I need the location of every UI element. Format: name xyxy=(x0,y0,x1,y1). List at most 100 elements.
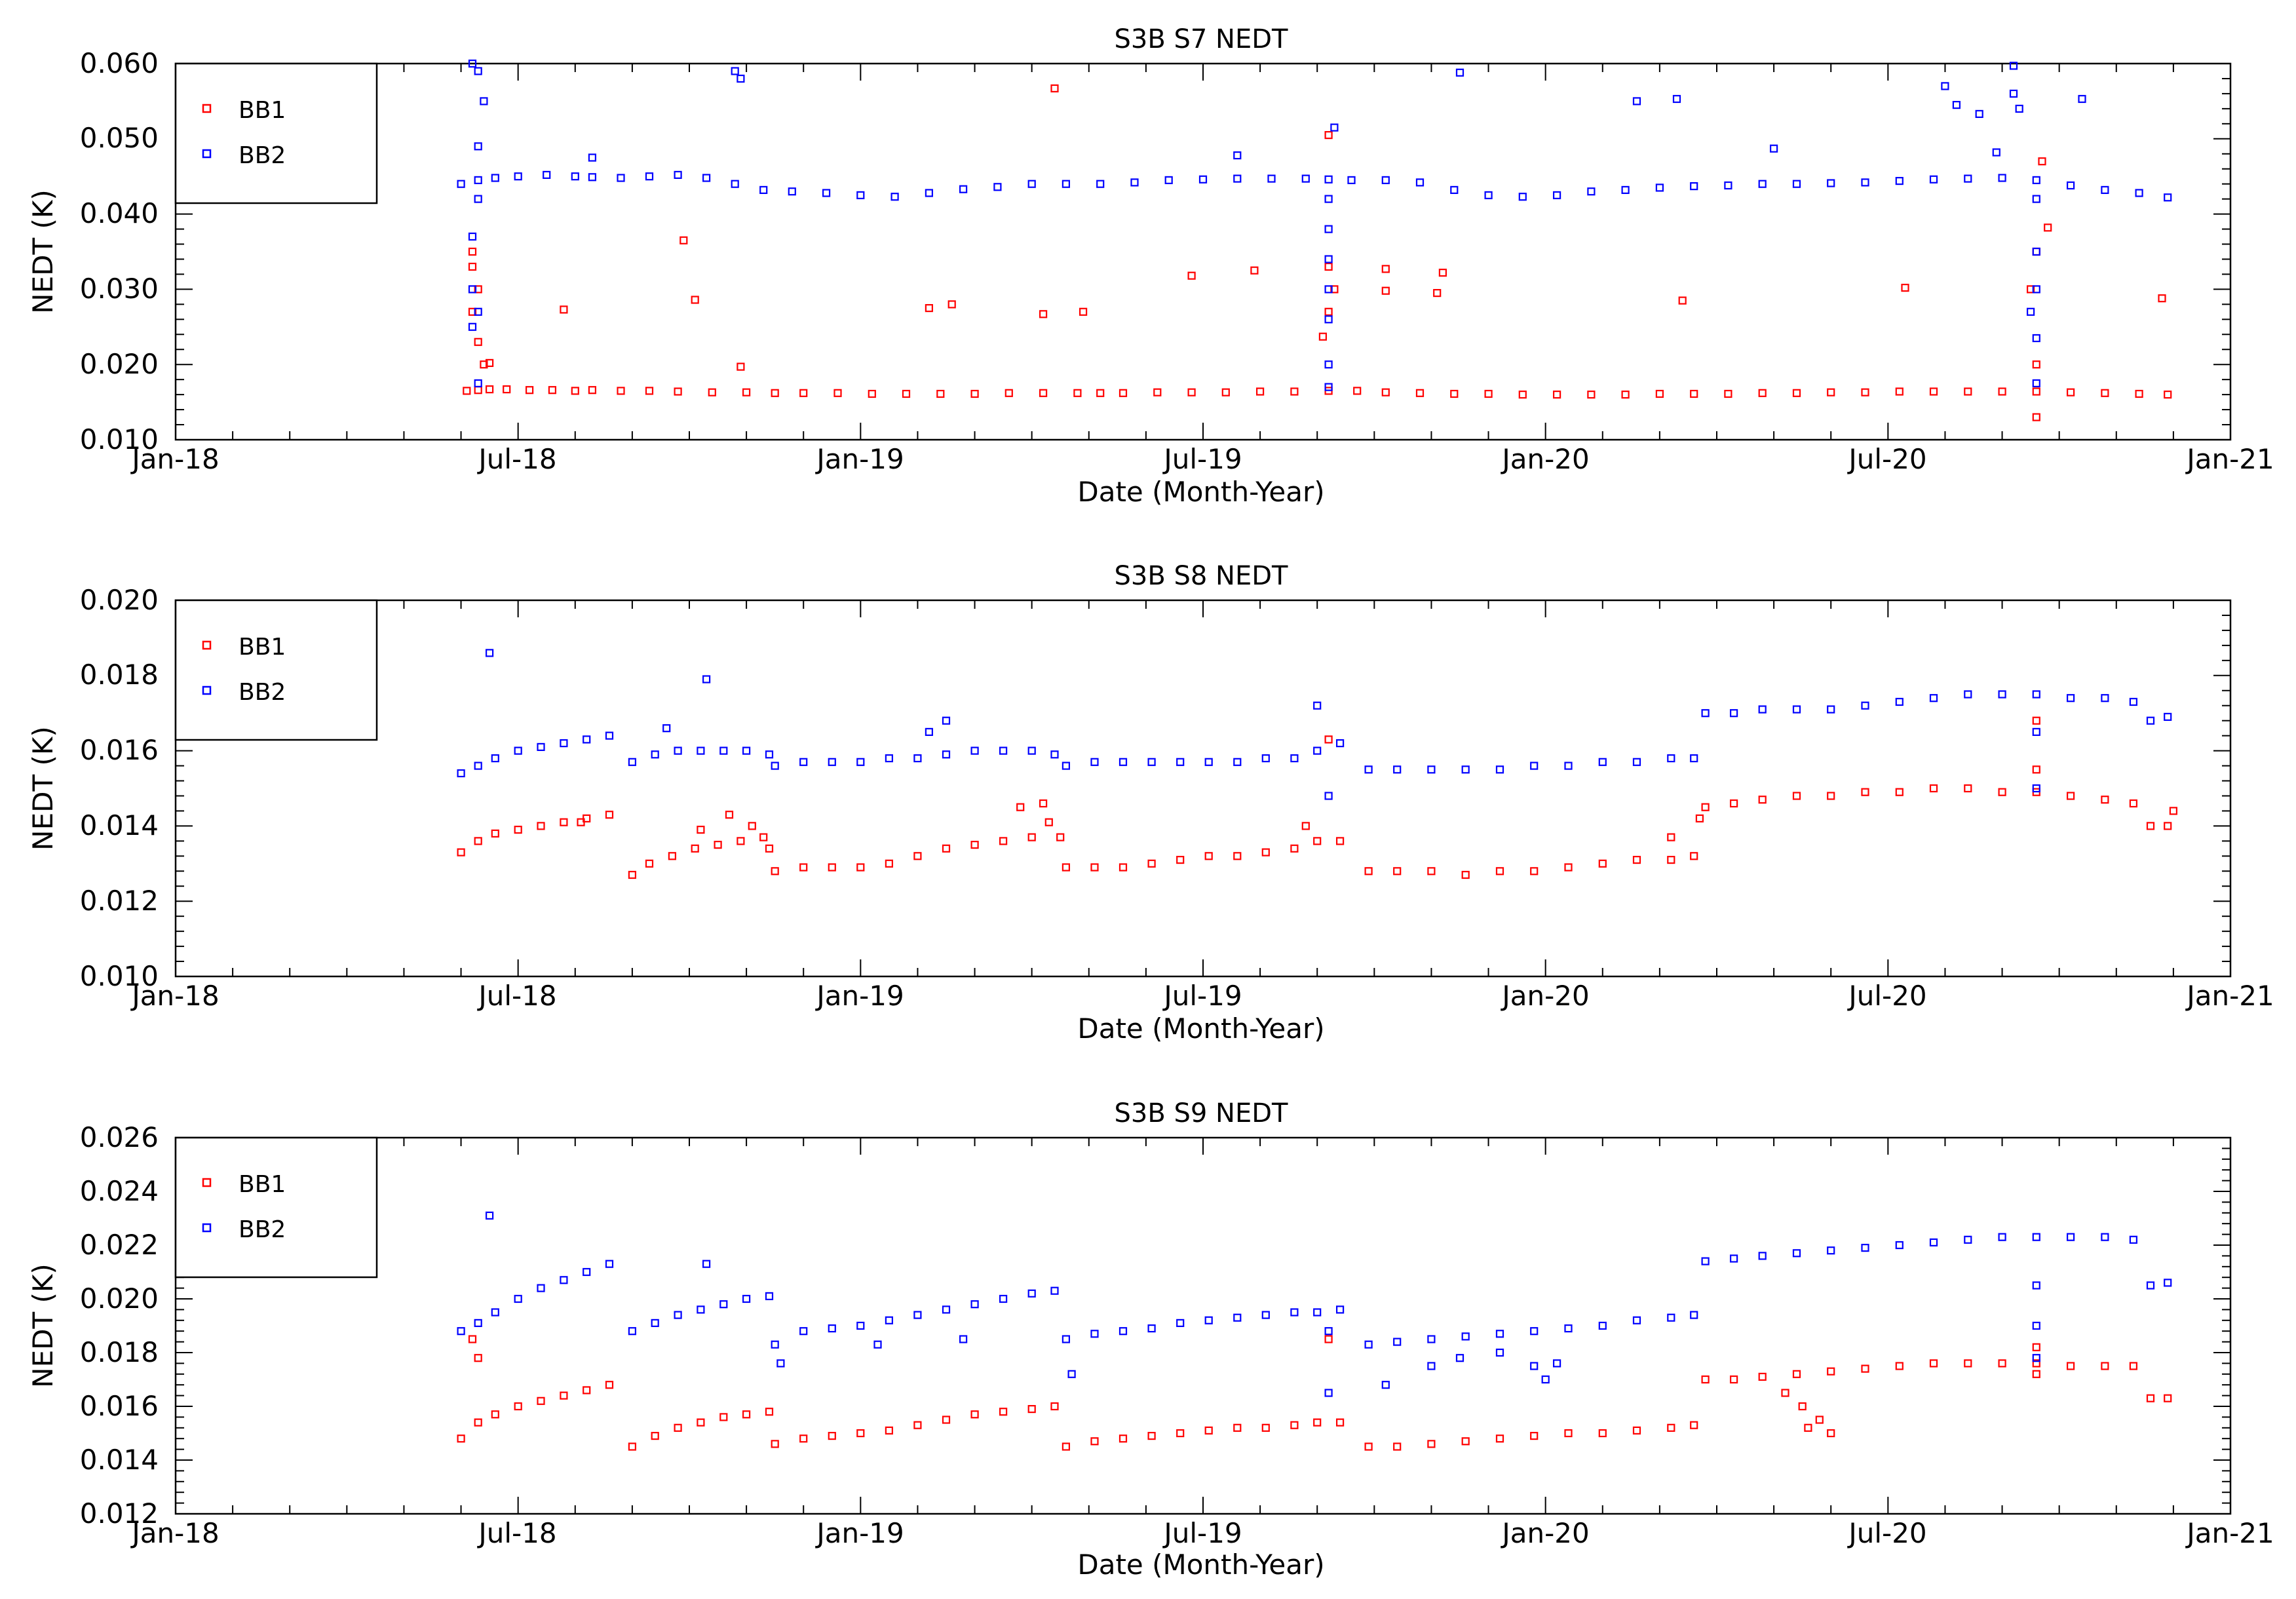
data-point-bb2 xyxy=(1130,178,1139,187)
data-point-bb2 xyxy=(2101,694,2109,703)
data-point-bb1 xyxy=(1119,389,1128,397)
data-point-bb2 xyxy=(1929,175,1938,183)
data-point-bb2 xyxy=(742,1294,751,1303)
data-point-bb2 xyxy=(2164,712,2172,722)
data-point-bb1 xyxy=(1187,271,1196,280)
data-point-bb1 xyxy=(2027,285,2035,294)
y-tick-label: 0.014 xyxy=(80,809,159,841)
data-point-bb2 xyxy=(1941,82,1949,90)
data-point-bb2 xyxy=(885,754,894,763)
data-point-bb2 xyxy=(942,716,951,725)
data-point-bb1 xyxy=(2129,799,2137,808)
data-point-bb2 xyxy=(2009,89,2018,98)
data-point-bb1 xyxy=(1153,388,1162,396)
data-point-bb1 xyxy=(1632,1426,1641,1435)
data-point-bb1 xyxy=(1861,788,1869,796)
data-point-bb1 xyxy=(548,386,557,395)
chart-title: S3B S9 NEDT xyxy=(1115,1098,1289,1128)
data-point-bb2 xyxy=(651,1319,659,1328)
data-point-bb1 xyxy=(1895,1362,1904,1370)
data-point-bb1 xyxy=(765,844,774,853)
y-tick-labels: 0.012 0.014 0.016 0.018 0.020 0.022 0.02… xyxy=(80,1121,159,1530)
data-point-bb2 xyxy=(1330,123,1339,132)
data-point-bb1 xyxy=(1044,818,1053,826)
data-point-bb1 xyxy=(1027,833,1036,841)
data-point-bb2 xyxy=(674,746,682,755)
data-point-bb2 xyxy=(1484,191,1493,199)
data-point-bb1 xyxy=(1313,1418,1322,1427)
data-point-bb1 xyxy=(799,1435,808,1443)
data-point-bb2 xyxy=(1758,1252,1767,1260)
data-point-bb2 xyxy=(1530,761,1539,770)
data-point-bb1 xyxy=(1655,389,1664,398)
x-tick-label: Jan-20 xyxy=(1500,443,1589,475)
data-point-bb2 xyxy=(1233,174,1242,183)
data-point-bb2 xyxy=(474,195,482,203)
data-point-bb1 xyxy=(1804,1423,1812,1432)
panel-s8: S3B S8 NEDT 0.010 0.012 0.014 0.016 0.01… xyxy=(27,561,2274,1045)
legend-box xyxy=(174,1136,378,1279)
y-axis-label: NEDT (K) xyxy=(27,1263,59,1388)
data-point-bb2 xyxy=(1050,750,1059,759)
data-point-bb1 xyxy=(605,1381,614,1389)
data-point-bb1 xyxy=(617,387,625,395)
x-tick-labels: Jan-18 Jul-18 Jan-19 Jul-19 Jan-20 Jul-2… xyxy=(130,980,2274,1012)
data-point-bb1 xyxy=(1792,1370,1801,1378)
data-point-bb2 xyxy=(1598,1321,1607,1330)
data-point-bb2 xyxy=(1770,144,1778,153)
data-point-bb1 xyxy=(514,825,522,834)
data-point-bb2 xyxy=(1461,765,1470,774)
data-point-bb1 xyxy=(947,300,956,309)
data-point-bb2 xyxy=(1541,1375,1550,1384)
data-point-bb1 xyxy=(2169,807,2177,815)
data-point-bb1 xyxy=(1079,307,1088,316)
data-point-bb2 xyxy=(1952,101,1961,109)
data-point-bb2 xyxy=(605,731,614,740)
data-point-bb1 xyxy=(771,867,779,876)
data-point-bb1 xyxy=(1861,388,1869,396)
data-point-bb1 xyxy=(2032,247,2040,256)
y-tick-label: 0.018 xyxy=(80,1336,159,1368)
data-point-bb2 xyxy=(1655,183,1664,192)
data-point-bb2 xyxy=(697,746,705,755)
data-point-bb1 xyxy=(1381,388,1390,396)
data-points xyxy=(457,649,2177,879)
data-point-bb1 xyxy=(1261,848,1270,857)
data-point-bb1 xyxy=(1495,1435,1504,1443)
data-point-bb2 xyxy=(959,185,968,193)
data-point-bb2 xyxy=(2135,189,2143,197)
data-point-bb2 xyxy=(2032,1233,2040,1241)
data-point-bb1 xyxy=(2067,388,2075,396)
data-point-bb1 xyxy=(1564,1429,1573,1438)
data-point-bb1 xyxy=(970,840,979,849)
data-point-bb1 xyxy=(1730,799,1738,808)
data-point-bb2 xyxy=(1827,179,1835,187)
data-point-bb2 xyxy=(474,379,482,388)
y-tick-label: 0.010 xyxy=(80,960,159,992)
data-point-bb2 xyxy=(1495,1330,1504,1338)
legend-label-bb1: BB1 xyxy=(239,634,286,661)
data-point-bb2 xyxy=(942,750,951,759)
data-point-bb2 xyxy=(1690,1311,1698,1319)
y-tick-label: 0.020 xyxy=(80,348,159,380)
data-point-bb2 xyxy=(588,173,597,182)
data-point-bb1 xyxy=(1758,1372,1767,1381)
data-point-bb1 xyxy=(771,389,779,397)
data-point-bb2 xyxy=(1553,191,1561,199)
data-point-bb2 xyxy=(1895,177,1904,185)
data-point-bb1 xyxy=(1564,863,1573,872)
data-point-bb2 xyxy=(970,1300,979,1309)
legend-marker-bb2 xyxy=(202,685,212,695)
data-point-bb1 xyxy=(708,388,716,396)
data-point-bb2 xyxy=(2101,1233,2109,1241)
y-tick-label: 0.040 xyxy=(80,197,159,229)
data-point-bb2 xyxy=(1518,193,1527,201)
data-point-bb2 xyxy=(742,746,751,755)
data-point-bb2 xyxy=(2129,1235,2137,1244)
data-point-bb2 xyxy=(1324,315,1333,324)
data-point-bb2 xyxy=(1090,758,1099,766)
data-point-bb1 xyxy=(1901,284,1909,292)
data-point-bb2 xyxy=(1364,765,1373,774)
data-point-bb2 xyxy=(1324,255,1333,263)
data-point-bb2 xyxy=(1324,195,1333,203)
